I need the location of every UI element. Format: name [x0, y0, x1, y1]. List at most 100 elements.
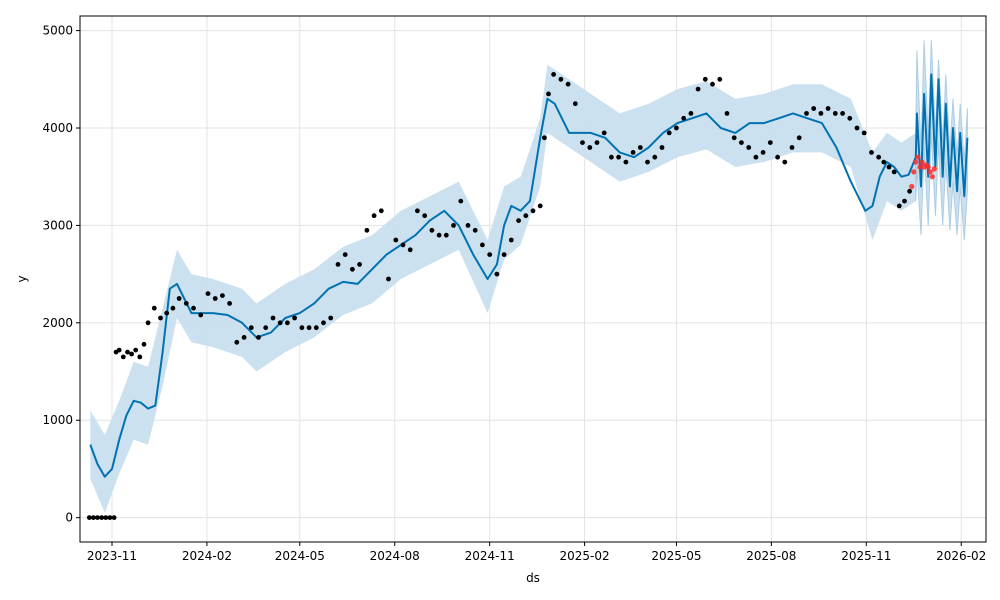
actual-point — [191, 305, 196, 311]
actual-point — [854, 125, 860, 131]
actual-point — [804, 111, 809, 116]
actual-point — [95, 515, 100, 520]
actual-point — [695, 86, 701, 92]
actual-point — [523, 213, 529, 219]
actual-point — [760, 150, 766, 155]
test-point — [925, 164, 931, 170]
actual-point — [263, 325, 269, 331]
actual-point — [321, 320, 326, 326]
actual-point — [306, 325, 312, 331]
future-forecast-line — [914, 73, 969, 198]
actual-point — [847, 115, 853, 121]
test-point — [915, 154, 921, 160]
actual-point — [739, 140, 744, 146]
actual-point — [342, 252, 348, 257]
x-tick-label: 2025-08 — [746, 549, 796, 563]
actual-point — [133, 347, 139, 353]
actual-point — [270, 315, 276, 321]
actual-point — [241, 335, 247, 340]
actual-point — [158, 315, 163, 321]
actual-point — [508, 237, 514, 243]
actual-point — [530, 208, 536, 214]
actual-point — [125, 349, 130, 355]
y-axis-ticks: 0 1000 2000 3000 4000 5000 — [42, 24, 80, 525]
actual-point — [407, 247, 413, 253]
y-tick-label: 1000 — [42, 413, 73, 427]
actual-point — [861, 130, 867, 136]
actual-point — [767, 140, 773, 146]
actual-point — [205, 291, 211, 296]
actual-point — [129, 351, 135, 357]
actual-point — [637, 145, 643, 150]
actual-point — [299, 325, 305, 331]
x-axis-ticks: 2023-11 2024-02 2024-05 2024-08 2024-11 2025-… — [87, 542, 986, 563]
y-tick-label: 4000 — [42, 121, 73, 135]
actual-point — [328, 315, 334, 321]
actual-point — [572, 101, 578, 107]
y-axis-label: y — [15, 275, 29, 282]
actual-point — [551, 72, 556, 77]
actual-point — [717, 76, 723, 82]
actual-point — [137, 354, 143, 360]
actual-point — [516, 218, 521, 224]
actual-point — [587, 145, 593, 150]
actual-point — [896, 203, 902, 209]
forecast-line — [89, 97, 917, 478]
actual-point — [565, 81, 571, 87]
actual-point — [458, 198, 464, 204]
actual-point — [659, 145, 665, 150]
actual-point — [818, 111, 824, 116]
actual-point — [335, 262, 341, 267]
x-tick-label: 2024-02 — [182, 549, 232, 563]
x-tick-label: 2025-02 — [560, 549, 610, 563]
data-points — [86, 72, 938, 520]
actual-point — [292, 315, 297, 321]
y-tick-label: 3000 — [42, 218, 73, 232]
actual-point — [645, 159, 650, 165]
actual-point — [465, 223, 471, 228]
actual-point — [429, 227, 435, 233]
actual-point — [825, 106, 831, 111]
actual-point — [350, 266, 355, 272]
x-axis-label: ds — [526, 571, 540, 585]
actual-point — [796, 135, 802, 141]
actual-point — [546, 91, 551, 97]
test-point — [909, 183, 915, 190]
actual-point — [198, 312, 204, 318]
actual-point — [886, 164, 892, 170]
actual-point — [256, 335, 261, 340]
plot-frame — [79, 15, 987, 543]
actual-point — [487, 252, 493, 257]
actual-point — [681, 115, 687, 121]
actual-point — [176, 296, 182, 301]
actual-point — [811, 106, 817, 111]
actual-point — [120, 354, 126, 360]
test-point — [927, 169, 933, 175]
actual-point — [832, 111, 838, 116]
actual-point — [731, 135, 737, 141]
actual-point — [789, 145, 795, 150]
actual-point — [220, 293, 225, 298]
x-tick-label: 2025-11 — [841, 549, 891, 563]
uncertainty-band-area — [90, 64, 916, 513]
actual-point — [170, 305, 176, 311]
actual-point — [753, 154, 759, 160]
actual-point — [558, 76, 564, 82]
actual-point — [594, 140, 600, 146]
actual-point — [436, 232, 442, 238]
x-tick-label: 2024-08 — [370, 549, 420, 563]
actual-point — [782, 159, 788, 165]
actual-point — [285, 320, 290, 326]
actual-point — [234, 339, 240, 345]
test-point — [931, 166, 938, 172]
actual-point — [702, 76, 708, 82]
x-tick-label: 2024-05 — [275, 549, 325, 563]
actual-point — [422, 213, 428, 219]
actual-point — [145, 320, 151, 326]
actual-point — [710, 81, 715, 87]
actual-point — [386, 276, 391, 282]
actual-point — [103, 515, 109, 520]
actual-point — [480, 242, 485, 248]
actual-point — [277, 320, 283, 326]
